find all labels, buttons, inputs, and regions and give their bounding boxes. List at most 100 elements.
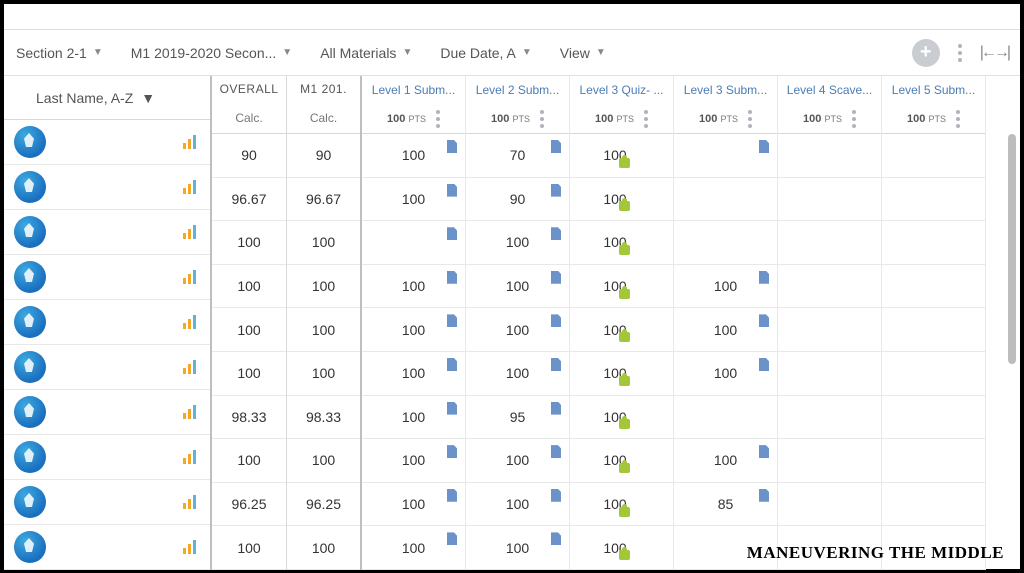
score-cell[interactable]: 100 (362, 483, 465, 527)
calc-cell[interactable]: 96.25 (287, 483, 360, 527)
score-cell[interactable]: 85 (674, 483, 777, 527)
score-cell[interactable]: 100 (674, 352, 777, 396)
score-cell[interactable]: 100 (570, 265, 673, 309)
assignment-link[interactable]: Level 5 Subm... (892, 83, 975, 97)
score-cell[interactable]: 100 (466, 439, 569, 483)
calc-cell[interactable]: 96.25 (212, 483, 286, 527)
score-cell[interactable]: 100 (570, 308, 673, 352)
materials-filter[interactable]: All Materials ▼ (320, 45, 412, 61)
score-cell[interactable]: 100 (466, 308, 569, 352)
analytics-icon[interactable] (183, 405, 196, 419)
score-cell[interactable] (778, 134, 881, 178)
calc-cell[interactable]: 100 (287, 352, 360, 396)
calc-cell[interactable]: 100 (287, 526, 360, 570)
analytics-icon[interactable] (183, 225, 196, 239)
scrollbar[interactable] (1008, 134, 1016, 364)
calc-cell[interactable]: 96.67 (287, 178, 360, 222)
assignment-options-icon[interactable] (436, 110, 440, 128)
score-cell[interactable]: 100 (362, 396, 465, 440)
score-cell[interactable] (674, 178, 777, 222)
due-date-filter[interactable]: Due Date, A ▼ (440, 45, 531, 61)
score-cell[interactable] (778, 396, 881, 440)
assignment-link[interactable]: Level 2 Subm... (476, 83, 559, 97)
score-cell[interactable]: 100 (570, 526, 673, 570)
period-filter[interactable]: M1 2019-2020 Secon... ▼ (131, 45, 292, 61)
assignment-link[interactable]: Level 3 Subm... (684, 83, 767, 97)
score-cell[interactable] (674, 396, 777, 440)
score-cell[interactable]: 100 (570, 439, 673, 483)
analytics-icon[interactable] (183, 270, 196, 284)
score-cell[interactable] (882, 178, 985, 222)
score-cell[interactable]: 100 (466, 526, 569, 570)
assignment-options-icon[interactable] (540, 110, 544, 128)
score-cell[interactable] (778, 178, 881, 222)
score-cell[interactable] (882, 265, 985, 309)
score-cell[interactable] (778, 221, 881, 265)
calc-cell[interactable]: 100 (287, 221, 360, 265)
student-row[interactable] (4, 120, 210, 165)
score-cell[interactable]: 100 (570, 221, 673, 265)
calc-cell[interactable]: 96.67 (212, 178, 286, 222)
score-cell[interactable]: 90 (466, 178, 569, 222)
student-row[interactable] (4, 345, 210, 390)
calc-cell[interactable]: 100 (212, 526, 286, 570)
name-sort-dropdown[interactable]: Last Name, A-Z ▼ (4, 76, 210, 120)
score-cell[interactable]: 100 (362, 352, 465, 396)
student-row[interactable] (4, 210, 210, 255)
score-cell[interactable]: 70 (466, 134, 569, 178)
analytics-icon[interactable] (183, 360, 196, 374)
score-cell[interactable]: 100 (362, 178, 465, 222)
analytics-icon[interactable] (183, 180, 196, 194)
analytics-icon[interactable] (183, 450, 196, 464)
score-cell[interactable] (778, 483, 881, 527)
calc-cell[interactable]: 100 (287, 308, 360, 352)
score-cell[interactable] (674, 134, 777, 178)
student-row[interactable] (4, 390, 210, 435)
calc-cell[interactable]: 100 (212, 265, 286, 309)
more-options-icon[interactable] (958, 44, 962, 62)
student-row[interactable] (4, 525, 210, 570)
calc-cell[interactable]: 100 (212, 221, 286, 265)
score-cell[interactable]: 100 (466, 221, 569, 265)
view-filter[interactable]: View ▼ (560, 45, 606, 61)
calc-cell[interactable]: 98.33 (287, 396, 360, 440)
calc-cell[interactable]: 100 (212, 439, 286, 483)
calc-cell[interactable]: 100 (212, 308, 286, 352)
calc-cell[interactable]: 100 (287, 439, 360, 483)
analytics-icon[interactable] (183, 315, 196, 329)
score-cell[interactable]: 100 (570, 396, 673, 440)
score-cell[interactable] (778, 352, 881, 396)
score-cell[interactable]: 100 (362, 526, 465, 570)
fullscreen-icon[interactable]: |←→| (980, 44, 1008, 62)
calc-cell[interactable]: 100 (212, 352, 286, 396)
score-cell[interactable] (778, 308, 881, 352)
analytics-icon[interactable] (183, 495, 196, 509)
score-cell[interactable]: 100 (674, 265, 777, 309)
score-cell[interactable]: 100 (362, 308, 465, 352)
score-cell[interactable]: 100 (570, 134, 673, 178)
score-cell[interactable]: 100 (466, 483, 569, 527)
student-row[interactable] (4, 165, 210, 210)
score-cell[interactable]: 100 (466, 352, 569, 396)
add-button[interactable]: + (912, 39, 940, 67)
score-cell[interactable] (778, 439, 881, 483)
assignment-options-icon[interactable] (852, 110, 856, 128)
score-cell[interactable] (674, 221, 777, 265)
calc-cell[interactable]: 98.33 (212, 396, 286, 440)
assignment-link[interactable]: Level 1 Subm... (372, 83, 455, 97)
calc-cell[interactable]: 90 (287, 134, 360, 178)
score-cell[interactable] (882, 439, 985, 483)
score-cell[interactable] (882, 221, 985, 265)
student-row[interactable] (4, 300, 210, 345)
assignment-options-icon[interactable] (748, 110, 752, 128)
score-cell[interactable]: 95 (466, 396, 569, 440)
section-filter[interactable]: Section 2-1 ▼ (16, 45, 103, 61)
score-cell[interactable] (882, 308, 985, 352)
score-cell[interactable] (882, 483, 985, 527)
score-cell[interactable]: 100 (362, 439, 465, 483)
assignment-options-icon[interactable] (644, 110, 648, 128)
score-cell[interactable] (882, 396, 985, 440)
score-cell[interactable] (778, 265, 881, 309)
score-cell[interactable] (882, 134, 985, 178)
score-cell[interactable]: 100 (362, 134, 465, 178)
